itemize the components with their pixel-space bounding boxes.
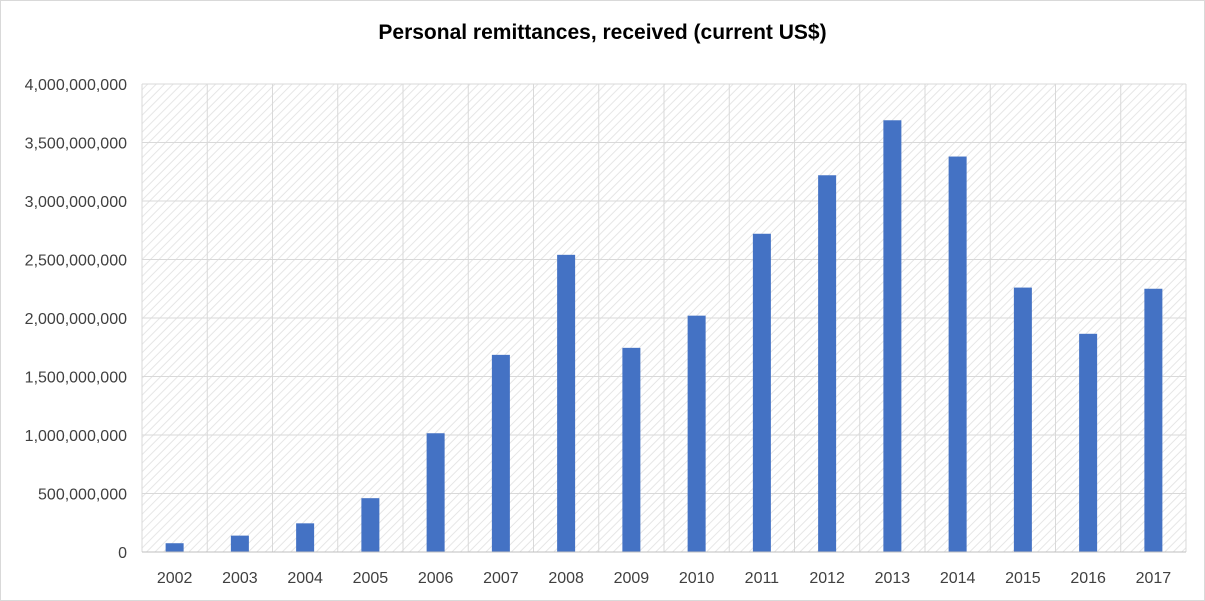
x-tick-label: 2008	[548, 570, 584, 587]
x-tick-label: 2002	[157, 570, 193, 587]
y-tick-label: 3,500,000,000	[25, 136, 127, 153]
x-tick-label: 2004	[287, 570, 323, 587]
x-tick-label: 2006	[418, 570, 454, 587]
y-tick-label: 2,000,000,000	[25, 311, 127, 328]
bar-2002	[165, 543, 184, 552]
x-tick-label: 2012	[809, 570, 845, 587]
bar-2012	[818, 175, 837, 552]
bar-2015	[1013, 287, 1032, 552]
axes: 0 500,000,000 1,000,000,000 1,500,000,000 2,…	[25, 77, 1186, 587]
bar-2007	[491, 354, 510, 552]
bar-2003	[230, 535, 249, 552]
bar-2014	[948, 156, 967, 553]
y-tick-label: 2,500,000,000	[25, 253, 127, 270]
y-tick-label: 1,500,000,000	[25, 370, 127, 387]
y-tick-label: 500,000,000	[38, 487, 127, 504]
x-tick-label: 2010	[679, 570, 715, 587]
chart-title: Personal remittances, received (current …	[378, 21, 827, 44]
y-tick-label: 0	[118, 545, 127, 562]
y-tick-label: 1,000,000,000	[25, 428, 127, 445]
bar-2011	[752, 233, 771, 552]
y-tick-label: 4,000,000,000	[25, 77, 127, 94]
bar-2008	[557, 254, 576, 552]
bar-2004	[296, 523, 315, 552]
x-tick-label: 2014	[940, 570, 976, 587]
x-tick-label: 2003	[222, 570, 258, 587]
x-tick-label: 2005	[353, 570, 389, 587]
y-tick-label: 3,000,000,000	[25, 194, 127, 211]
bar-2016	[1079, 333, 1098, 552]
x-tick-label: 2015	[1005, 570, 1041, 587]
x-tick-label: 2011	[745, 570, 780, 587]
bar-2017	[1144, 288, 1163, 552]
bar-2005	[361, 498, 380, 552]
x-tick-label: 2017	[1136, 570, 1172, 587]
x-tick-label: 2016	[1070, 570, 1106, 587]
bars	[165, 120, 1163, 553]
bar-2013	[883, 120, 902, 553]
bar-2009	[622, 347, 641, 552]
x-tick-label: 2013	[875, 570, 911, 587]
bar-2006	[426, 433, 445, 552]
x-tick-label: 2007	[483, 570, 519, 587]
x-tick-label: 2009	[614, 570, 650, 587]
bar-2010	[687, 315, 706, 552]
